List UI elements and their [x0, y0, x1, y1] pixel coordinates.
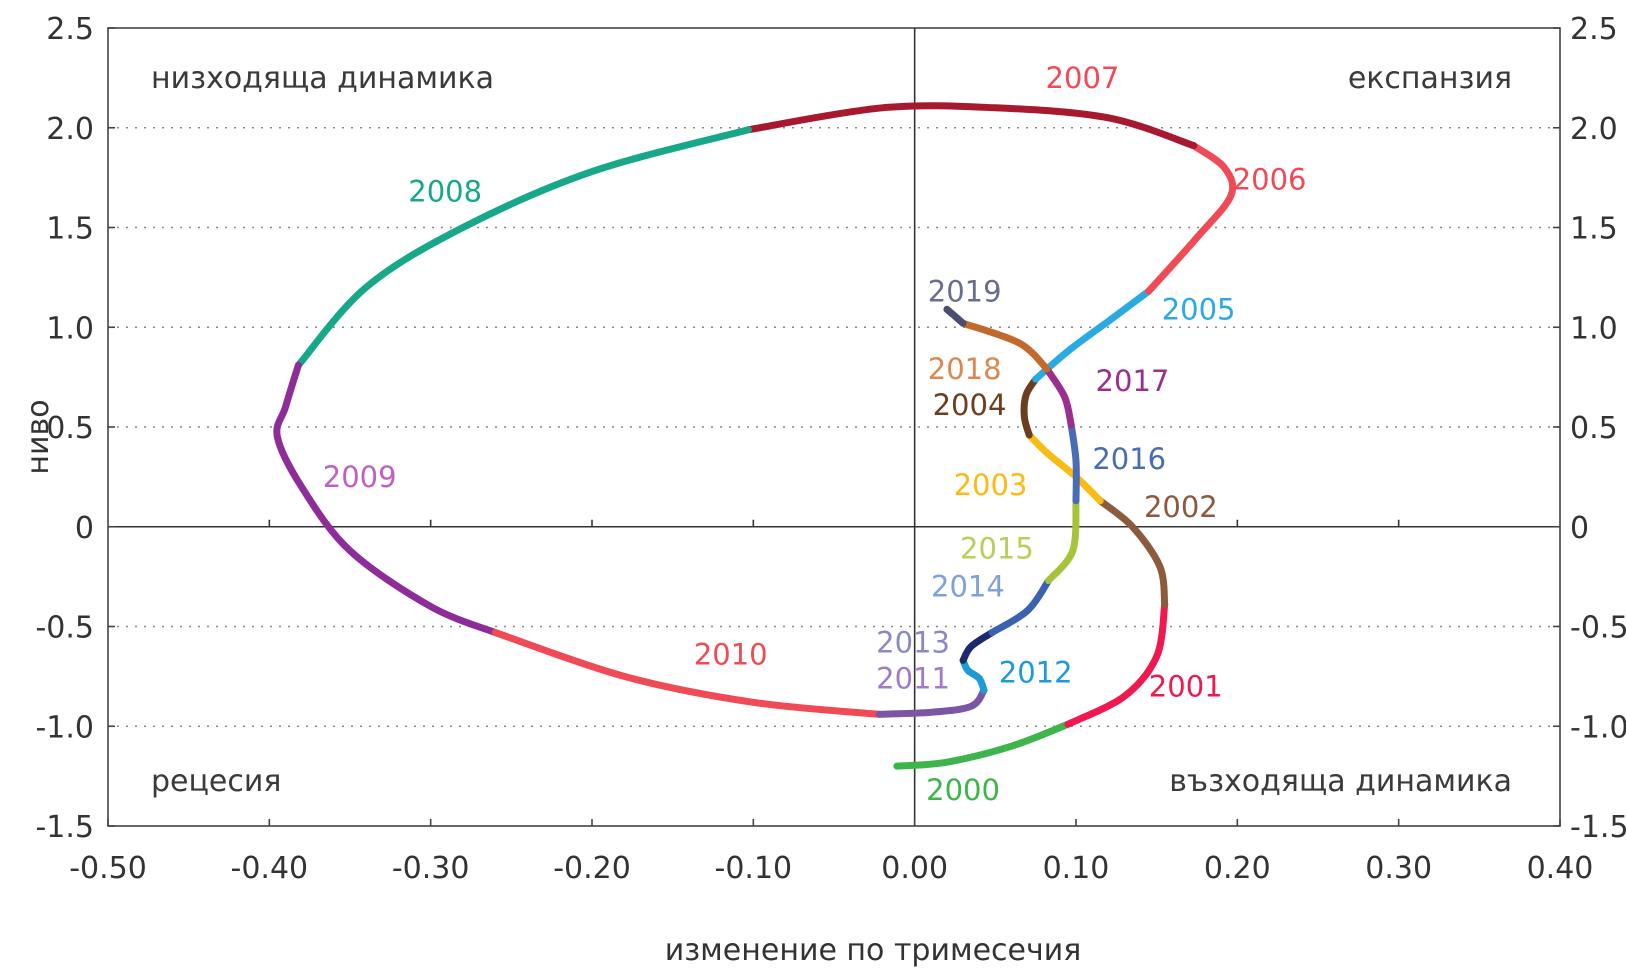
series-line-2004 — [1020, 375, 1040, 439]
series-line-2015 — [1045, 497, 1080, 585]
series-line-2017 — [1043, 365, 1075, 429]
year-label-2007: 2007 — [1046, 61, 1120, 95]
year-label-2004: 2004 — [933, 388, 1007, 422]
y-tick-right-5: 0 — [1570, 511, 1589, 546]
series-line-2011 — [875, 686, 988, 718]
series-line-2019 — [943, 305, 967, 327]
x-tick-9: 0.40 — [1527, 851, 1594, 886]
series-line-2003 — [1025, 431, 1104, 505]
year-labels: 2000 2001 2002 2003 2004 2005 2006 2007 2008 2009… — [323, 61, 1307, 807]
y-tick-left-4: 0.5 — [46, 411, 94, 446]
quadrant-label-top-right: експанзия — [1348, 61, 1512, 96]
series-line-2012 — [959, 656, 988, 694]
y-tick-left-6: -0.5 — [35, 611, 94, 646]
year-label-2011: 2011 — [876, 661, 950, 695]
year-label-2016: 2016 — [1092, 442, 1166, 476]
y-tick-right-8: -1.5 — [1570, 810, 1626, 845]
year-label-2009: 2009 — [323, 460, 397, 494]
y-tick-right-2: 1.5 — [1570, 212, 1618, 247]
series-line-2016 — [1067, 421, 1080, 505]
x-tick-7: 0.20 — [1204, 851, 1271, 886]
x-tick-2: -0.30 — [392, 851, 470, 886]
y-tick-left-8: -1.5 — [35, 810, 94, 845]
y-tick-left-0: 2.5 — [46, 12, 94, 47]
x-tick-5: 0.00 — [881, 851, 948, 886]
year-label-2000: 2000 — [926, 773, 1000, 807]
series-line-2013 — [959, 629, 996, 664]
year-label-2014: 2014 — [931, 570, 1005, 604]
y-axis-title: ниво — [21, 399, 56, 474]
y-tick-right-1: 2.0 — [1570, 112, 1618, 147]
y-tick-left-2: 1.5 — [46, 212, 94, 247]
year-label-2015: 2015 — [960, 532, 1034, 566]
year-label-2008: 2008 — [408, 175, 482, 209]
series-line-2010 — [491, 629, 883, 718]
y-tick-right-6: -0.5 — [1570, 611, 1626, 646]
y-tick-right-0: 2.5 — [1570, 12, 1618, 47]
y-tick-left-5: 0 — [75, 511, 94, 546]
year-label-2017: 2017 — [1096, 364, 1170, 398]
year-label-2003: 2003 — [954, 468, 1028, 502]
x-tick-3: -0.20 — [553, 851, 631, 886]
quadrant-label-bottom-right: възходяща динамика — [1169, 764, 1512, 799]
year-label-2001: 2001 — [1149, 669, 1223, 703]
series-lines — [273, 102, 1237, 770]
year-label-2012: 2012 — [999, 655, 1073, 689]
year-label-2002: 2002 — [1144, 490, 1218, 524]
series-line-2006 — [1145, 142, 1237, 295]
y-tick-right-3: 1.0 — [1570, 311, 1618, 346]
year-label-2013: 2013 — [876, 625, 950, 659]
y-tick-left-3: 1.0 — [46, 311, 94, 346]
y-tick-left-1: 2.0 — [46, 112, 94, 147]
series-line-2018 — [959, 319, 1051, 373]
x-axis-title: изменение по тримесечия — [665, 933, 1082, 968]
year-label-2006: 2006 — [1233, 163, 1307, 197]
x-tick-1: -0.40 — [231, 851, 309, 886]
grid-lines — [108, 126, 1560, 728]
x-tick-4: -0.10 — [715, 851, 793, 886]
x-tick-0: -0.50 — [69, 851, 147, 886]
year-label-2010: 2010 — [694, 637, 768, 671]
year-label-2019: 2019 — [928, 274, 1002, 308]
series-line-2008 — [294, 126, 752, 369]
quadrant-label-top-left: низходяща динамика — [151, 61, 494, 96]
year-label-2005: 2005 — [1162, 292, 1236, 326]
y-tick-right-7: -1.0 — [1570, 710, 1626, 745]
y-tick-left-7: -1.0 — [35, 710, 94, 745]
x-tick-6: 0.10 — [1043, 851, 1110, 886]
y-tick-right-4: 0.5 — [1570, 411, 1618, 446]
axis-ticks: 2.5 2.5 2.0 2.0 1.5 1.5 1.0 1.0 0.5 0.5 0 0 -0.5 -0.5… — [35, 12, 1626, 886]
series-line-2000 — [893, 720, 1072, 770]
series-line-2001 — [1064, 601, 1169, 728]
series-line-2002 — [1096, 497, 1169, 609]
series-line-2009 — [273, 361, 499, 636]
series-line-2007 — [745, 102, 1198, 150]
year-label-2018: 2018 — [928, 352, 1002, 386]
quadrant-label-bottom-left: рецесия — [151, 764, 281, 799]
x-tick-8: 0.30 — [1365, 851, 1432, 886]
series-line-2014 — [988, 577, 1053, 636]
